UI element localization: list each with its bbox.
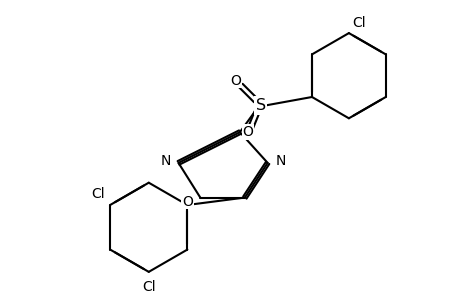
Text: Cl: Cl xyxy=(142,280,155,294)
Text: Cl: Cl xyxy=(91,187,105,201)
Text: N: N xyxy=(275,154,285,168)
Text: S: S xyxy=(255,98,265,113)
Text: O: O xyxy=(230,74,241,88)
Text: O: O xyxy=(182,194,192,208)
Text: N: N xyxy=(160,154,170,168)
Text: Cl: Cl xyxy=(351,16,365,30)
Text: O: O xyxy=(242,125,253,139)
